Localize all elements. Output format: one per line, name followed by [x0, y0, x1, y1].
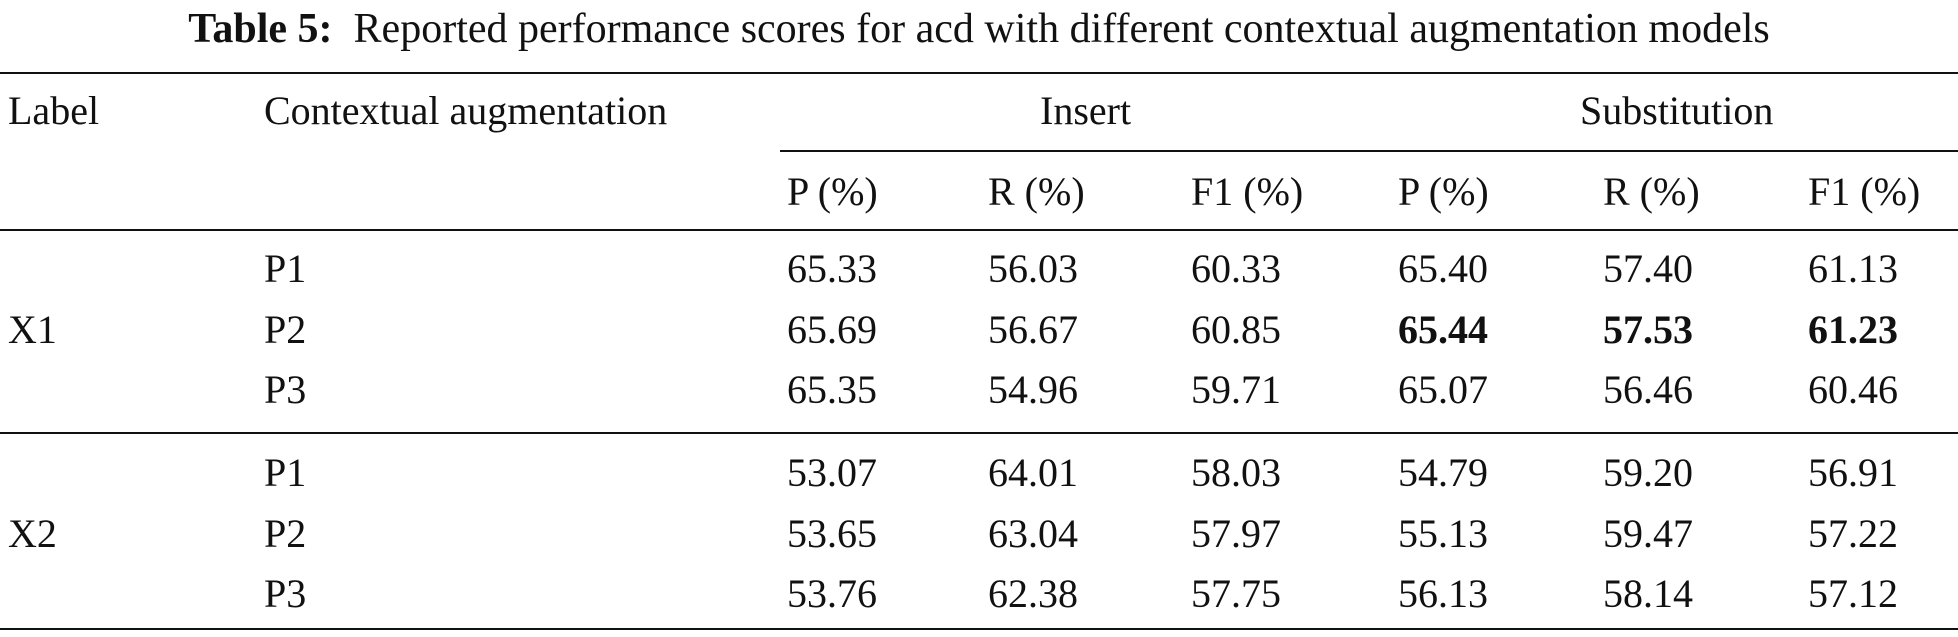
row-x1-substitution-r-best: 57.53: [1603, 307, 1693, 352]
row-x2-substitution-f1: 56.91: [1808, 450, 1898, 495]
row-x1-model: P2: [264, 307, 307, 352]
row-x2-insert-r: 62.38: [988, 571, 1078, 616]
group-header-rule: [780, 150, 1958, 152]
header-substitution-r: R (%): [1603, 169, 1700, 214]
row-x1-substitution-p: 65.40: [1398, 246, 1488, 291]
row-x1-substitution-p-best: 65.44: [1398, 307, 1488, 352]
group-separator-rule: [0, 432, 1958, 434]
row-x2-insert-r: 64.01: [988, 450, 1078, 495]
row-x1-substitution-p: 65.07: [1398, 367, 1488, 412]
header-label: Label: [8, 88, 100, 133]
row-x1-insert-r: 56.03: [988, 246, 1078, 291]
row-x2-substitution-f1: 57.22: [1808, 511, 1898, 556]
row-x2-insert-p: 53.76: [787, 571, 877, 616]
row-x2-insert-f1: 57.75: [1191, 571, 1281, 616]
row-x1-insert-p: 65.69: [787, 307, 877, 352]
row-x1-model: P1: [264, 246, 307, 291]
row-x2-substitution-p: 54.79: [1398, 450, 1488, 495]
header-group-substitution: Substitution: [1580, 88, 1774, 133]
top-rule: [0, 72, 1958, 74]
row-x2-substitution-r: 58.14: [1603, 571, 1693, 616]
row-x2-model: P3: [264, 571, 307, 616]
row-x2-model: P1: [264, 450, 307, 495]
header-insert-f1: F1 (%): [1191, 169, 1304, 214]
row-x1-insert-r: 56.67: [988, 307, 1078, 352]
row-x2-insert-p: 53.65: [787, 511, 877, 556]
group-label-x1: X1: [8, 307, 57, 352]
row-x1-insert-p: 65.35: [787, 367, 877, 412]
row-x2-substitution-r: 59.47: [1603, 511, 1693, 556]
row-x1-insert-r: 54.96: [988, 367, 1078, 412]
row-x1-insert-p: 65.33: [787, 246, 877, 291]
header-group-insert: Insert: [1040, 88, 1132, 133]
header-insert-r: R (%): [988, 169, 1085, 214]
row-x2-substitution-f1: 57.12: [1808, 571, 1898, 616]
header-bottom-rule: [0, 229, 1958, 231]
row-x2-substitution-p: 56.13: [1398, 571, 1488, 616]
table-number: Table 5:: [188, 6, 333, 52]
row-x2-insert-r: 63.04: [988, 511, 1078, 556]
row-x1-substitution-r: 57.40: [1603, 246, 1693, 291]
row-x2-insert-p: 53.07: [787, 450, 877, 495]
row-x1-substitution-f1: 60.46: [1808, 367, 1898, 412]
bottom-rule: [0, 628, 1958, 630]
header-insert-p: P (%): [787, 169, 878, 214]
row-x2-model: P2: [264, 511, 307, 556]
row-x2-insert-f1: 57.97: [1191, 511, 1281, 556]
row-x1-model: P3: [264, 367, 307, 412]
row-x1-substitution-f1-best: 61.23: [1808, 307, 1898, 352]
row-x1-insert-f1: 60.33: [1191, 246, 1281, 291]
header-substitution-p: P (%): [1398, 169, 1489, 214]
table-caption: Table 5: Reported performance scores for…: [0, 4, 1958, 54]
group-label-x2: X2: [8, 511, 57, 556]
header-contextual-augmentation: Contextual augmentation: [264, 88, 668, 133]
row-x1-insert-f1: 60.85: [1191, 307, 1281, 352]
row-x2-substitution-r: 59.20: [1603, 450, 1693, 495]
row-x2-substitution-p: 55.13: [1398, 511, 1488, 556]
row-x1-substitution-r: 56.46: [1603, 367, 1693, 412]
row-x1-insert-f1: 59.71: [1191, 367, 1281, 412]
header-substitution-f1: F1 (%): [1808, 169, 1921, 214]
row-x2-insert-f1: 58.03: [1191, 450, 1281, 495]
row-x1-substitution-f1: 61.13: [1808, 246, 1898, 291]
caption-text: Reported performance scores for acd with…: [353, 6, 1770, 52]
